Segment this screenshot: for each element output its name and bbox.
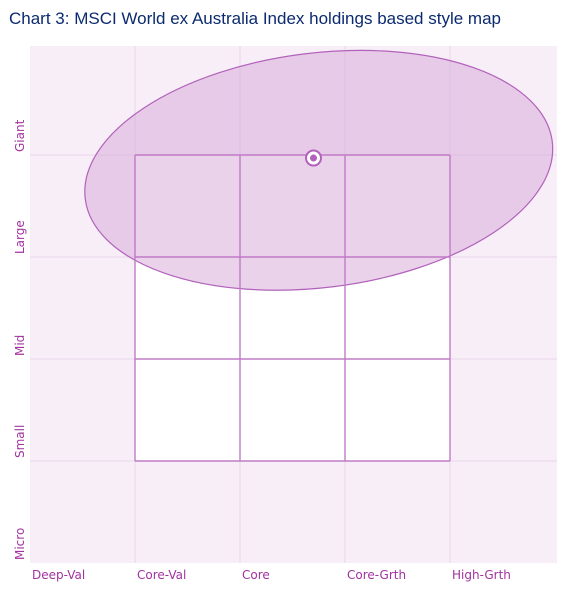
y-tick-label: Mid	[13, 335, 27, 356]
y-tick-label: Giant	[13, 119, 27, 152]
centroid-dot	[310, 154, 317, 162]
chart-title: Chart 3: MSCI World ex Australia Index h…	[9, 9, 501, 28]
ownership-zone	[84, 49, 554, 291]
x-tick-label: Deep-Val	[32, 568, 85, 582]
x-tick-label: Core-Grth	[347, 568, 406, 582]
x-tick-label: Core-Val	[137, 568, 186, 582]
x-axis-ticks: Deep-Val Core-Val Core Core-Grth High-Grth	[32, 568, 511, 582]
x-tick-label: High-Grth	[452, 568, 511, 582]
y-tick-label: Small	[13, 425, 27, 458]
centroid-marker	[305, 149, 322, 167]
x-tick-label: Core	[242, 568, 270, 582]
y-tick-label: Large	[13, 220, 27, 254]
y-axis-ticks: Micro Small Mid Large Giant	[13, 119, 27, 560]
y-tick-label: Micro	[13, 528, 27, 560]
style-box-grid	[134, 154, 451, 462]
